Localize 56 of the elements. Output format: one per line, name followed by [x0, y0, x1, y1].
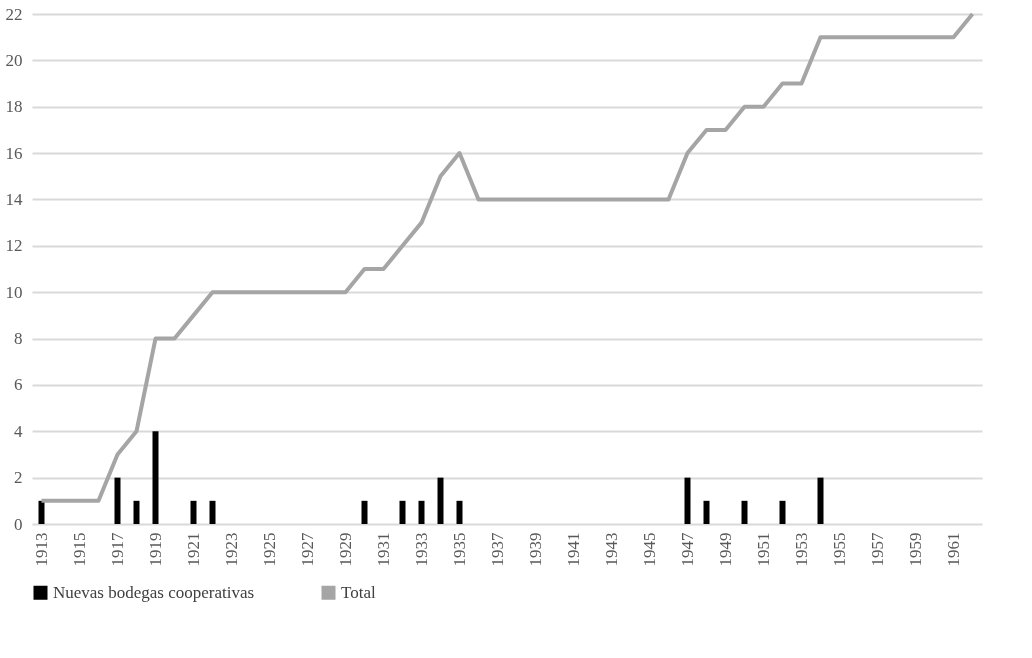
- bar: [190, 500, 197, 524]
- bar: [399, 500, 406, 524]
- x-tick-label: 1921: [183, 532, 203, 567]
- x-tick-label: 1919: [145, 532, 165, 567]
- bar: [152, 431, 159, 524]
- x-tick-label: 1949: [715, 532, 735, 567]
- bar: [703, 500, 710, 524]
- y-tick-label: 18: [5, 97, 23, 117]
- x-tick-label: 1961: [943, 532, 963, 567]
- x-tick-label: 1939: [525, 532, 545, 567]
- x-tick-label: 1953: [791, 532, 811, 567]
- bar: [209, 500, 216, 524]
- y-tick-label: 12: [5, 236, 23, 256]
- x-tick-label: 1913: [31, 532, 51, 567]
- x-tick-label: 1935: [449, 532, 469, 567]
- x-tick-label: 1945: [639, 532, 659, 567]
- y-tick-label: 14: [5, 189, 23, 209]
- x-tick-label: 1957: [867, 532, 887, 567]
- legend-label: Total: [341, 582, 376, 602]
- x-tick-label: 1933: [411, 532, 431, 567]
- y-tick-label: 2: [14, 468, 23, 488]
- legend-label: Nuevas bodegas cooperativas: [53, 582, 255, 602]
- x-tick-label: 1923: [221, 532, 241, 567]
- bar: [779, 500, 786, 524]
- line-series: [39, 12, 975, 503]
- bar: [437, 477, 444, 524]
- x-tick-label: 1943: [601, 532, 621, 567]
- y-tick-label: 0: [14, 514, 23, 534]
- x-tick-label: 1955: [829, 532, 849, 567]
- y-tick-label: 16: [5, 143, 23, 163]
- bar: [684, 477, 691, 524]
- x-tick-label: 1947: [677, 532, 697, 567]
- bar: [114, 477, 121, 524]
- x-tick-label: 1927: [297, 532, 317, 567]
- y-tick-label: 22: [5, 4, 23, 24]
- x-tick-label: 1917: [107, 532, 127, 567]
- bar: [133, 500, 140, 524]
- x-tick-label: 1937: [487, 532, 507, 567]
- bar: [38, 500, 45, 524]
- x-tick-label: 1941: [563, 532, 583, 567]
- y-tick-label: 10: [5, 282, 23, 302]
- y-tick-label: 4: [14, 421, 23, 441]
- x-tick-label: 1925: [259, 532, 279, 567]
- bar: [741, 500, 748, 524]
- y-tick-label: 8: [14, 329, 23, 349]
- y-tick-label: 6: [14, 375, 23, 395]
- bar: [456, 500, 463, 524]
- x-tick-label: 1915: [69, 532, 89, 567]
- y-tick-label: 20: [5, 50, 23, 70]
- bar: [418, 500, 425, 524]
- x-tick-label: 1959: [905, 532, 925, 567]
- x-tick-label: 1951: [753, 532, 773, 567]
- x-tick-label: 1929: [335, 532, 355, 567]
- bar: [361, 500, 368, 524]
- x-tick-label: 1931: [373, 532, 393, 567]
- bar: [817, 477, 824, 524]
